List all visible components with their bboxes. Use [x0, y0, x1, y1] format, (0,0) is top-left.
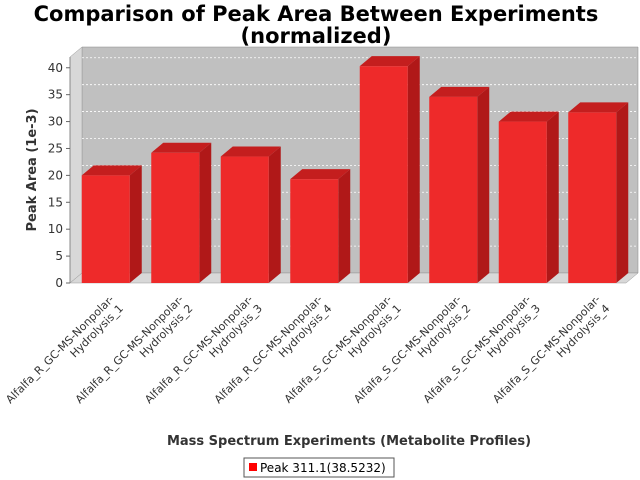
bar	[429, 86, 490, 283]
legend-label: Peak 311.1(38.5232)	[260, 461, 386, 475]
bar-top	[498, 111, 559, 122]
y-axis-ticks: 0 5 10 15 20 25 30 35 40	[48, 61, 70, 290]
y-tick-label: 30	[48, 115, 63, 129]
bar-top	[290, 169, 351, 180]
bar-front	[81, 175, 130, 283]
bar-top	[220, 146, 281, 157]
bar	[498, 111, 559, 283]
bar-series	[81, 56, 629, 284]
chart-title-line-1: Comparison of Peak Area Between Experime…	[34, 2, 599, 26]
bar-side	[199, 142, 212, 283]
bar	[290, 169, 351, 283]
bar-front	[359, 66, 408, 284]
bar	[151, 142, 212, 283]
plot-left-wall	[69, 46, 83, 284]
y-tick-label: 35	[48, 88, 63, 102]
bar-top	[151, 142, 212, 153]
y-tick-label: 25	[48, 141, 63, 155]
bar-side	[338, 169, 351, 283]
bar-side	[477, 86, 490, 283]
chart-title-line-2: (normalized)	[241, 24, 392, 48]
bar-front	[151, 152, 200, 283]
bar-side	[616, 102, 629, 283]
legend-box	[243, 457, 395, 478]
legend-swatch	[249, 463, 257, 471]
y-tick-label: 5	[55, 249, 63, 263]
x-axis-tick-labels: Alfalfa_R_GC-MS-Nonpolar-Hydrolysis_1Alf…	[3, 293, 612, 406]
bar	[220, 146, 281, 283]
bar-front	[429, 96, 478, 283]
bar-top	[359, 56, 420, 67]
bar-side	[129, 165, 142, 283]
bar-side	[268, 146, 281, 283]
bar-top	[81, 165, 142, 176]
x-tick-label: Alfalfa_R_GC-MS-Nonpolar-Hydrolysis_1	[3, 293, 126, 406]
bar-side	[546, 111, 559, 283]
x-axis-label: Mass Spectrum Experiments (Metabolite Pr…	[167, 434, 531, 449]
y-tick-label: 20	[48, 168, 63, 182]
bar-front	[290, 179, 339, 283]
bar-front	[568, 112, 617, 283]
y-tick-label: 15	[48, 195, 63, 209]
x-tick-label-line: Alfalfa_R_GC-MS-Nonpolar-	[3, 293, 116, 406]
bar	[81, 165, 142, 283]
bar-front	[220, 156, 269, 283]
legend: Peak 311.1(38.5232)	[243, 457, 395, 478]
y-tick-label: 10	[48, 222, 63, 236]
y-tick-label: 0	[55, 276, 63, 290]
y-tick-label: 40	[48, 61, 63, 75]
bar-top	[429, 86, 490, 97]
y-axis-label: Peak Area (1e-3)	[25, 108, 40, 231]
bar-front	[498, 121, 547, 283]
bar-side	[407, 56, 420, 284]
bar	[568, 102, 629, 283]
bar	[359, 56, 420, 284]
bar-top	[568, 102, 629, 113]
